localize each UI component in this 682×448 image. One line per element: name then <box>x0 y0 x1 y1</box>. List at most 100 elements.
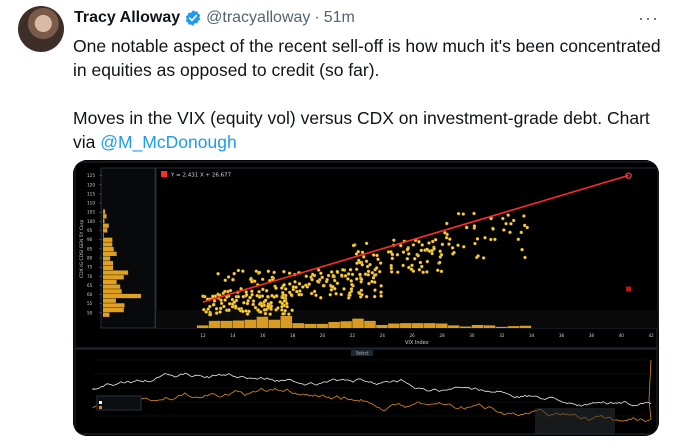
scatter-point <box>473 241 477 246</box>
scatter-point <box>216 292 220 297</box>
scatter-point <box>309 291 314 296</box>
scatter-point <box>448 237 452 241</box>
scatter-point <box>315 279 320 284</box>
separator-dot: · <box>314 9 320 26</box>
y-histogram-bar <box>103 223 109 228</box>
y-axis-label: CDX IG CDSI GEN 5Y Corp <box>79 219 85 278</box>
scatter-point <box>445 221 449 226</box>
y-histogram-bar <box>103 270 129 275</box>
scatter-point <box>508 230 512 235</box>
scatter-point <box>379 284 383 288</box>
scatter-point <box>523 255 527 260</box>
scatter-point <box>417 267 422 272</box>
scatter-point <box>522 223 527 228</box>
y-tick-label: 80 <box>87 255 93 260</box>
scatter-point <box>390 256 395 261</box>
scatter-point <box>206 307 210 311</box>
scatter-point <box>319 271 323 275</box>
scatter-point <box>233 304 238 308</box>
select-tab-label: Select <box>356 351 369 356</box>
scatter-point <box>208 304 212 309</box>
scatter-point <box>260 277 265 282</box>
timestamp[interactable]: 51m <box>323 9 355 26</box>
scatter-point <box>410 263 414 268</box>
scatter-point <box>272 270 276 275</box>
scatter-point <box>489 237 493 242</box>
scatter-point <box>371 253 376 257</box>
scatter-point <box>360 250 365 255</box>
scatter-point <box>254 269 259 273</box>
scatter-point <box>241 294 246 299</box>
scatter-point <box>287 290 292 295</box>
scatter-point <box>257 270 262 275</box>
x-histogram-bar <box>244 319 257 328</box>
scatter-point <box>297 281 302 286</box>
scatter-point <box>314 293 318 298</box>
scatter-point <box>379 290 383 294</box>
scatter-point <box>364 294 369 299</box>
y-tick-label: 125 <box>87 173 95 178</box>
tweet-media-chart[interactable]: 50 55 60 65 70 75 80 85 90 95 100 105 110 115 120 125 1… <box>73 160 659 436</box>
scatter-point <box>358 272 362 277</box>
scatter-point <box>346 296 351 300</box>
x-histogram-bar <box>519 325 532 328</box>
scatter-point <box>364 241 369 246</box>
scatter-point <box>285 304 289 309</box>
scatter-point <box>386 250 391 254</box>
scatter-point <box>509 222 513 226</box>
scatter-point <box>412 256 417 261</box>
x-histogram-bar <box>268 319 281 328</box>
scatter-point <box>375 253 379 258</box>
author-name[interactable]: Tracy Alloway <box>74 9 181 26</box>
legend-swatch-cdx <box>99 401 102 404</box>
scatter-point <box>438 260 442 265</box>
scatter-point <box>419 248 424 253</box>
scatter-point <box>263 311 268 316</box>
scatter-point <box>444 235 449 240</box>
scatter-point <box>236 294 241 299</box>
scatter-point <box>350 272 355 277</box>
tweet-header: Tracy Alloway @tracyalloway · 51m <box>74 9 355 27</box>
scatter-point <box>262 308 267 312</box>
scatter-point <box>287 312 291 316</box>
scatter-point <box>390 252 395 257</box>
x-tick-label: 12 <box>200 333 206 338</box>
scatter-point <box>346 277 350 281</box>
scatter-point <box>280 308 284 312</box>
scatter-point <box>214 306 219 311</box>
scatter-point <box>301 285 305 289</box>
scatter-point <box>366 269 371 274</box>
scatter-point <box>245 301 250 306</box>
y-histogram-bar <box>103 275 124 280</box>
avatar[interactable] <box>18 6 64 52</box>
scatter-point <box>329 288 334 292</box>
x-histogram-bar <box>483 325 496 328</box>
scatter-point <box>211 303 216 307</box>
scatter-point <box>276 306 280 310</box>
scatter-point <box>285 301 289 306</box>
scatter-point <box>251 299 256 303</box>
scatter-point <box>364 259 369 264</box>
scatter-point <box>274 294 279 298</box>
highlight-point-top <box>625 172 632 179</box>
scatter-point <box>282 299 287 303</box>
scatter-point <box>370 271 375 275</box>
scatter-point <box>472 224 477 228</box>
author-handle[interactable]: @tracyalloway <box>206 9 311 26</box>
scatter-point <box>358 291 362 296</box>
more-options-icon[interactable]: ··· <box>638 8 659 28</box>
scatter-point <box>339 273 344 278</box>
scatter-point <box>283 308 287 313</box>
scatter-point <box>416 253 420 258</box>
x-histogram-bar <box>220 320 233 328</box>
x-tick-label: 16 <box>260 333 266 338</box>
y-tick-label: 115 <box>87 191 95 196</box>
scatter-point <box>256 308 260 312</box>
scatter-point <box>430 239 435 244</box>
mention-link[interactable]: @M_McDonough <box>100 132 237 152</box>
scatter-point <box>456 243 460 248</box>
scatter-point <box>287 271 292 275</box>
scatter-point <box>222 304 226 309</box>
scatter-point <box>401 263 405 268</box>
scatter-point <box>501 216 505 221</box>
